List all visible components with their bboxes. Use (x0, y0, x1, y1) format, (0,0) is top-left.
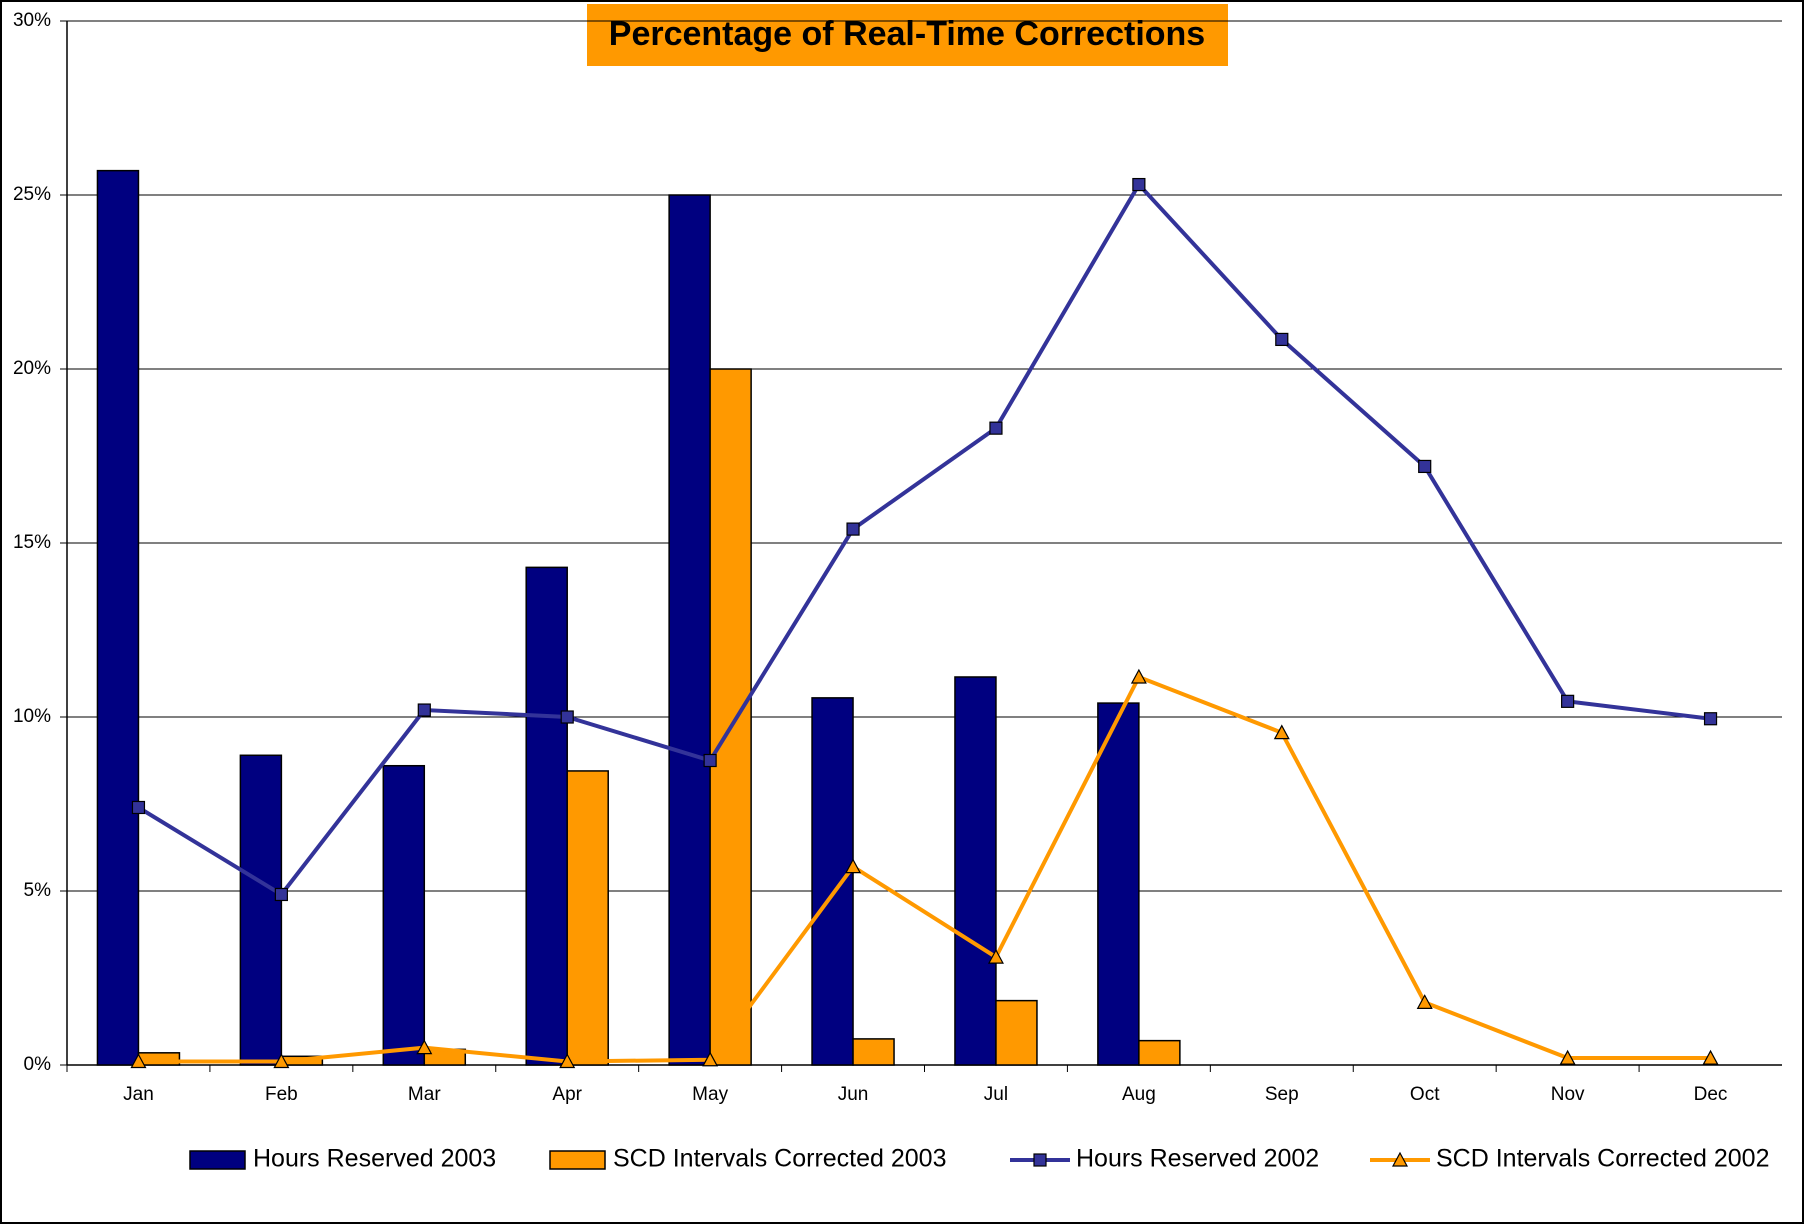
bar (566, 770, 609, 1066)
x-tick-label: Jul (984, 1084, 1008, 1105)
bar (852, 1038, 895, 1066)
marker (1559, 1049, 1576, 1065)
x-tick-label: Mar (408, 1084, 441, 1105)
bar (995, 999, 1038, 1066)
marker (416, 1039, 433, 1055)
y-tick-label: 30% (13, 10, 51, 31)
bar (811, 697, 854, 1066)
marker (417, 703, 431, 717)
x-tick-label: Sep (1265, 1084, 1299, 1105)
x-tick-label: May (692, 1084, 728, 1105)
bar (954, 676, 997, 1066)
y-tick-label: 5% (24, 880, 52, 901)
bar (1097, 702, 1140, 1066)
x-tick-label: Apr (552, 1084, 582, 1105)
marker (1703, 712, 1718, 726)
legend-label: SCD Intervals Corrected 2002 (1436, 1145, 1769, 1173)
legend-swatch (549, 1150, 606, 1170)
marker (273, 1053, 290, 1069)
x-tick-label: Jun (838, 1084, 869, 1105)
marker (559, 1053, 576, 1069)
y-tick-label: 25% (13, 184, 51, 205)
marker (1702, 1049, 1719, 1065)
marker (1130, 668, 1147, 684)
marker (987, 948, 1004, 964)
bar (239, 754, 283, 1066)
title-box (587, 4, 1228, 66)
marker (130, 1053, 147, 1069)
x-tick-label: Jan (123, 1084, 154, 1105)
line (137, 181, 1711, 898)
bar (709, 368, 752, 1066)
x-tick-label: Feb (265, 1084, 298, 1105)
marker (274, 887, 288, 902)
marker (1132, 177, 1146, 192)
legend-marker (1033, 1153, 1047, 1167)
bar (1138, 1039, 1181, 1066)
legend-swatch (189, 1150, 246, 1170)
legend-marker (1391, 1151, 1409, 1167)
bar (96, 169, 140, 1066)
y-tick-label: 0% (24, 1054, 52, 1075)
y-tick-label: 15% (13, 532, 51, 553)
marker (702, 1051, 719, 1067)
x-tick-label: Dec (1694, 1084, 1728, 1105)
x-tick-label: Aug (1122, 1084, 1156, 1105)
legend-label: SCD Intervals Corrected 2003 (613, 1145, 946, 1173)
bar (382, 764, 426, 1066)
legend-label: Hours Reserved 2003 (253, 1145, 496, 1173)
bar (525, 566, 568, 1066)
y-tick-label: 10% (13, 706, 51, 727)
marker (1273, 724, 1290, 740)
bar (668, 194, 711, 1066)
marker (1561, 694, 1575, 708)
x-tick-label: Nov (1551, 1084, 1585, 1105)
y-tick-label: 20% (13, 358, 51, 379)
marker (1275, 332, 1289, 347)
marker (846, 522, 860, 536)
marker (560, 710, 574, 724)
marker (989, 421, 1003, 435)
line (138, 674, 1711, 1064)
marker (1416, 994, 1433, 1009)
marker (845, 858, 862, 874)
legend-label: Hours Reserved 2002 (1076, 1145, 1319, 1173)
marker (1418, 459, 1432, 474)
marker (703, 753, 717, 768)
x-tick-label: Oct (1410, 1084, 1440, 1105)
marker (131, 800, 146, 815)
